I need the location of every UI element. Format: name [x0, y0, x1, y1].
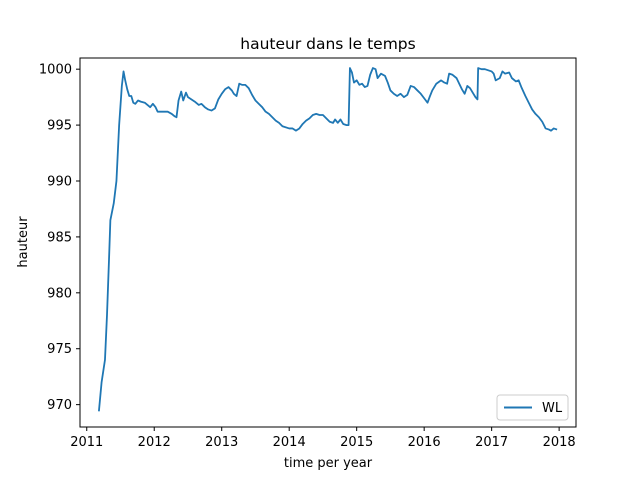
x-axis-ticks: 2011 2012 2013 2014 2015 2016 2017 2018	[70, 427, 576, 450]
x-tick-label: 2016	[408, 435, 441, 450]
y-tick-label: 970	[47, 398, 72, 413]
plot-area-frame	[79, 57, 577, 428]
x-tick-label: 2015	[340, 435, 373, 450]
series-layer	[98, 67, 558, 412]
y-tick-label: 995	[47, 119, 72, 134]
y-tick-label: 1000	[39, 63, 72, 78]
x-tick-label: 2014	[273, 435, 306, 450]
x-tick-label: 2011	[70, 435, 103, 450]
y-tick-label: 980	[47, 286, 72, 301]
legend-label-wl: WL	[542, 401, 563, 416]
x-axis-title: time per year	[284, 456, 373, 471]
y-tick-label: 985	[47, 230, 72, 245]
x-tick-label: 2018	[543, 435, 576, 450]
legend: WL	[496, 394, 569, 421]
y-tick-label: 975	[47, 342, 72, 357]
legend-box	[496, 394, 569, 421]
chart-title: hauteur dans le temps	[240, 35, 415, 53]
x-tick-label: 2012	[138, 435, 171, 450]
x-tick-label: 2013	[205, 435, 238, 450]
y-tick-label: 990	[47, 175, 72, 190]
series-line-wl	[98, 67, 558, 412]
y-axis-title: hauteur	[16, 216, 31, 268]
x-tick-label: 2017	[475, 435, 508, 450]
y-axis-ticks: 970 975 980 985 990 995 1000	[39, 63, 80, 413]
